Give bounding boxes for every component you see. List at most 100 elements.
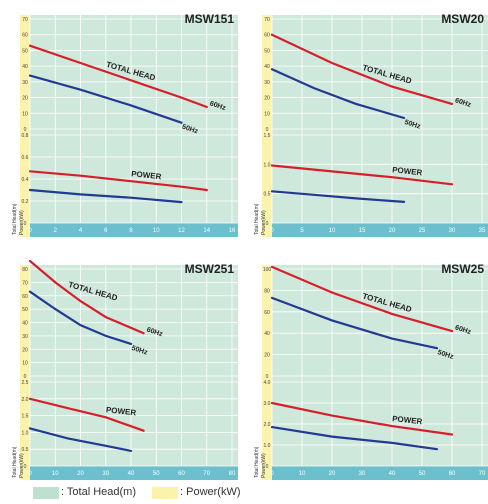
power-legend-label: : Power(kW) — [180, 486, 241, 498]
chart-panel: Total Head(m) Power(kW) 0 5 10 15 20 25 30 35Capa… — [250, 12, 488, 249]
x-tick-label: 70 — [203, 471, 210, 477]
head-tick-label: 70 — [22, 280, 28, 286]
series-label-50hz: 50Hz — [404, 119, 422, 131]
head-curve-60hz — [270, 265, 454, 333]
power-tick-label: 1.0 — [264, 162, 271, 168]
x-tick-label: 80 — [229, 471, 236, 477]
head-tick-label: 30 — [22, 334, 28, 340]
power-curve-50hz — [28, 427, 133, 452]
head-tick-label: 0 — [266, 374, 269, 380]
head-tick-label: 30 — [22, 80, 28, 86]
head-tick-label: 70 — [22, 17, 28, 23]
x-tick-label: 10 — [52, 471, 59, 477]
power-tick-label: 0 — [266, 221, 269, 227]
series-label-60hz: 60Hz — [209, 100, 227, 112]
head-tick-label: 60 — [264, 310, 270, 316]
head-plot-area — [30, 15, 238, 129]
head-plot-area — [30, 265, 238, 376]
series-label-50hz: 50Hz — [131, 345, 149, 357]
head-tick-label: 10 — [264, 111, 270, 117]
power-curve-50hz — [28, 188, 183, 204]
head-tick-label: 0 — [24, 374, 27, 380]
chart-panel: Total Head(m)Power(kW)010203040506070Cap… — [250, 262, 488, 480]
power-tick-label: 0 — [24, 221, 27, 227]
head-curve-60hz — [28, 259, 145, 335]
head-tick-label: 40 — [264, 64, 270, 70]
head-tick-label: 50 — [264, 48, 270, 54]
head-tick-label: 10 — [22, 111, 28, 117]
power-curve-60hz — [270, 164, 454, 186]
total-head-swatch — [33, 487, 59, 499]
power-curve-label: POWER — [392, 414, 423, 426]
x-tick-label: 20 — [329, 471, 336, 477]
chart-title: MSW251 — [185, 262, 235, 276]
power-tick-label: 1.0 — [264, 443, 271, 449]
power-plot-area — [30, 376, 238, 466]
head-tick-label: 20 — [22, 96, 28, 102]
series-label-60hz: 60Hz — [454, 324, 472, 336]
y-tick-band — [20, 15, 30, 237]
power-tick-label: 0.4 — [22, 177, 29, 183]
power-plot-area — [272, 376, 488, 466]
y-axis-label-head: Total Head(m) — [12, 446, 18, 478]
x-tick-label: 60 — [178, 471, 185, 477]
legend: : Total Head(m) : Power(kW) — [0, 484, 488, 502]
head-tick-label: 50 — [22, 48, 28, 54]
power-tick-label: 1.0 — [22, 430, 29, 436]
y-tick-band — [262, 265, 272, 480]
power-tick-label: 0.2 — [22, 199, 29, 205]
power-curve-60hz — [28, 397, 145, 432]
head-tick-label: 20 — [264, 353, 270, 359]
y-axis-label-power: Power(kW) — [261, 453, 267, 478]
x-tick-label: 40 — [128, 471, 135, 477]
power-curve-60hz — [270, 401, 454, 436]
head-curve-50hz — [270, 296, 439, 350]
y-axis-label-power: Power(kW) — [19, 453, 25, 478]
power-tick-label: 4.0 — [264, 380, 271, 386]
head-tick-label: 20 — [22, 347, 28, 353]
x-tick-label: 30 — [102, 471, 109, 477]
head-tick-label: 30 — [264, 80, 270, 86]
power-curve-50hz — [270, 190, 406, 203]
head-curve-50hz — [28, 74, 183, 124]
x-tick-label: 14 — [203, 228, 210, 234]
head-curve-60hz — [28, 44, 208, 109]
head-tick-label: 100 — [263, 267, 272, 273]
x-tick-label: 50 — [153, 471, 160, 477]
y-axis-label-head: Total Head(m) — [254, 446, 260, 478]
power-curve-60hz — [28, 170, 208, 192]
x-tick-label: 4 — [79, 228, 83, 234]
head-tick-label: 60 — [22, 294, 28, 300]
x-tick-label: 20 — [77, 471, 84, 477]
power-tick-label: 3.0 — [264, 401, 271, 407]
x-axis-band — [30, 466, 238, 480]
pump-curve-charts: Total Head(m) Power(kW) 0 2 4 6 8 10 12 14 16Capac… — [8, 12, 488, 480]
power-curve-50hz — [270, 426, 439, 451]
head-curve-60hz — [270, 33, 454, 105]
x-tick-label: 2 — [54, 228, 58, 234]
head-curve-50hz — [270, 68, 406, 120]
x-tick-label: 30 — [449, 228, 456, 234]
x-axis-band — [272, 223, 488, 237]
x-axis-band — [272, 466, 488, 480]
power-swatch — [152, 487, 178, 499]
series-label-60hz: 60Hz — [454, 97, 472, 109]
power-curve-label: POWER — [392, 165, 423, 177]
x-axis-label: Capacity ( ℓ / min) — [102, 240, 165, 249]
head-tick-label: 70 — [264, 17, 270, 23]
head-tick-label: 60 — [264, 33, 270, 39]
chart-panel: Total Head(m)Power(kW)01020304050607080C… — [8, 259, 238, 480]
x-tick-label: 0 — [28, 228, 32, 234]
x-tick-label: 0 — [270, 228, 274, 234]
x-axis-label: Capacity ( ℓ / min) — [348, 240, 411, 249]
x-tick-label: 30 — [359, 471, 366, 477]
chart-panel: Total Head(m) Power(kW) 0 2 4 6 8 10 12 14 16Capac… — [8, 12, 238, 249]
head-tick-label: 50 — [22, 307, 28, 313]
head-curve-50hz — [28, 290, 133, 345]
y-tick-band — [20, 265, 30, 480]
chart-title: MSW20 — [441, 12, 484, 26]
x-tick-label: 15 — [359, 228, 366, 234]
power-tick-label: 2.0 — [264, 422, 271, 428]
head-tick-label: 40 — [22, 64, 28, 70]
power-curve-label: POWER — [106, 405, 137, 417]
